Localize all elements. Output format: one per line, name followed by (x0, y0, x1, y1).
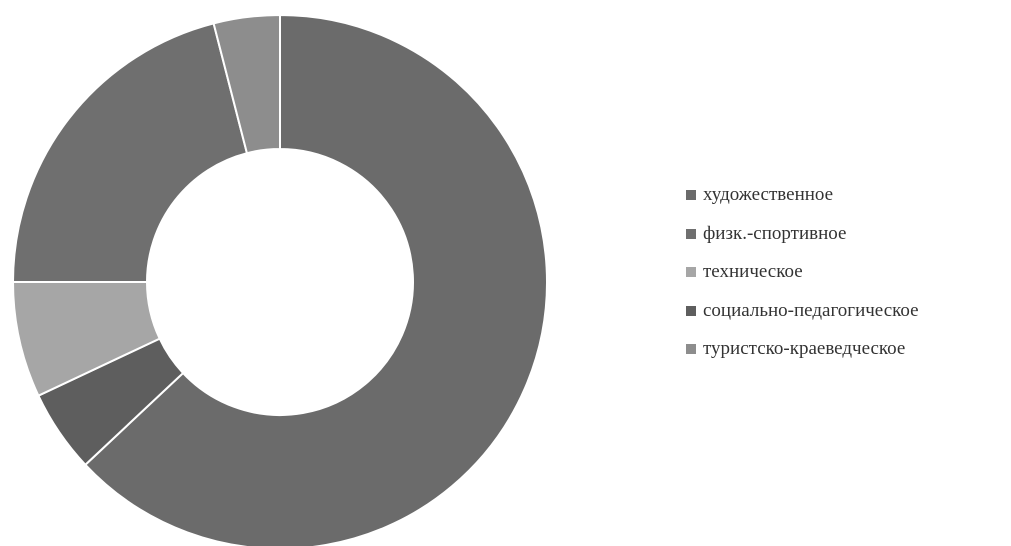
donut-slice (11, 22, 249, 283)
legend-item: социально-педагогическое (686, 292, 919, 331)
legend-label: социально-педагогическое (703, 299, 919, 321)
legend-item: техническое (686, 253, 919, 292)
legend-swatch (686, 305, 696, 316)
legend-label: художественное (703, 184, 834, 206)
legend-swatch (686, 267, 696, 278)
legend-label: туристско-краеведческое (703, 338, 906, 360)
legend-swatch (686, 344, 696, 355)
legend-item: художественное (686, 176, 919, 215)
legend-swatch (686, 190, 696, 201)
legend-label: физк.-спортивное (703, 222, 847, 244)
legend-label: техническое (703, 261, 803, 283)
legend: художественное физк.-спортивное техничес… (686, 176, 919, 369)
donut-slice (83, 13, 548, 546)
legend-item: физк.-спортивное (686, 215, 919, 254)
legend-item: туристско-краеведческое (686, 330, 919, 369)
donut-slice (212, 13, 281, 155)
legend-swatch (686, 228, 696, 239)
